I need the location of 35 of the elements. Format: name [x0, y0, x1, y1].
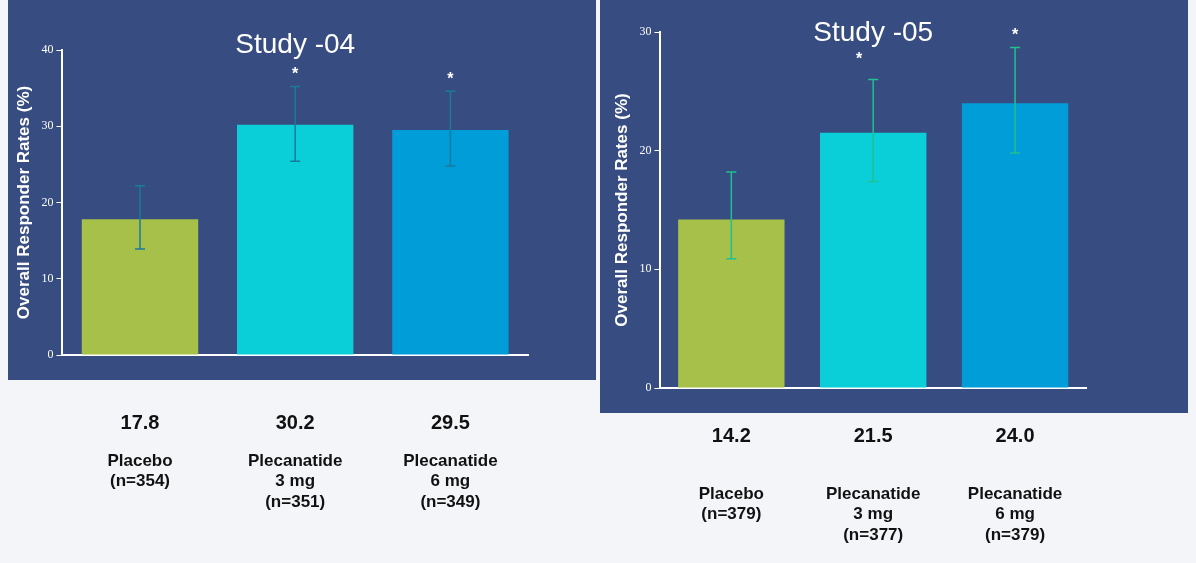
y-axis-title: Overall Responder Rates (%) [13, 85, 33, 320]
annotation: * [1011, 25, 1019, 43]
data-label: 29.5 [430, 410, 470, 433]
data-label: 30.2 [275, 410, 315, 433]
bar [392, 130, 509, 355]
data-label: 17.8 [120, 410, 160, 433]
x-tick-label: Placebo (n=379) [698, 483, 764, 524]
y-tick-label: 20 [639, 142, 652, 157]
data-label: 21.5 [853, 423, 893, 446]
y-tick-label: 20 [41, 194, 54, 209]
y-tick-label: 10 [41, 270, 54, 285]
bar [237, 124, 354, 355]
annotation: * [856, 49, 864, 67]
annotation: * [447, 69, 455, 87]
y-tick-label: 0 [47, 347, 54, 362]
annotation: * [292, 65, 300, 83]
y-axis-title: Overall Responder Rates (%) [611, 93, 631, 327]
data-label: 24.0 [995, 423, 1035, 446]
y-tick-label: 30 [41, 118, 54, 133]
bar [81, 219, 199, 355]
bar [820, 132, 927, 388]
y-tick-label: 0 [645, 380, 652, 395]
x-tick-label: Plecanatide 6 mg (n=349) [403, 450, 498, 511]
data-label: 14.2 [711, 423, 751, 446]
chart-title: Study -04 [235, 27, 356, 59]
y-tick-label: 10 [639, 261, 652, 276]
x-tick-label: Plecanatide 6 mg (n=379) [967, 483, 1063, 544]
x-tick-label: Plecanatide 3 mg (n=377) [825, 483, 921, 544]
x-tick-label: Plecanatide 3 mg (n=351) [247, 450, 343, 511]
x-tick-label: Placebo (n=354) [107, 450, 173, 491]
bar [961, 103, 1069, 388]
y-tick-label: 40 [41, 42, 54, 57]
chart-title: Study -05 [813, 15, 934, 47]
bar [678, 219, 785, 388]
y-tick-label: 30 [639, 24, 652, 39]
